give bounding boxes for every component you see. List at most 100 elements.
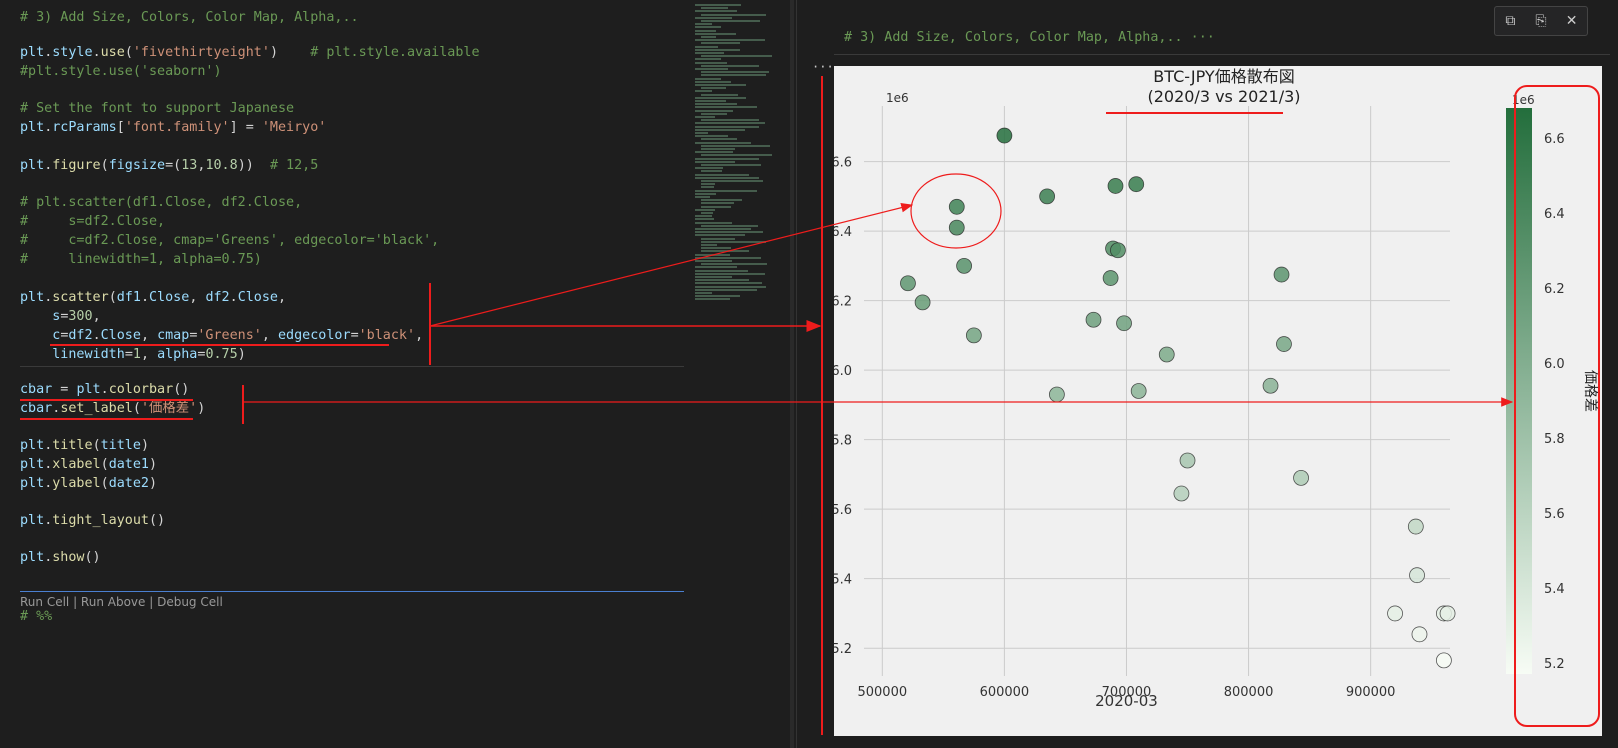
code-line[interactable]: # c=df2.Close, cmap='Greens', edgecolor=… bbox=[20, 232, 439, 250]
code-token: ) bbox=[149, 476, 158, 491]
code-token: = bbox=[52, 382, 77, 397]
minimap-line bbox=[695, 269, 748, 272]
colorbar-tick-label: 5.4 bbox=[1544, 582, 1565, 597]
scrollbar[interactable] bbox=[790, 0, 794, 748]
colorbar-tick-label: 6.0 bbox=[1544, 357, 1565, 372]
code-token: 13 bbox=[181, 158, 198, 173]
code-line[interactable]: plt.xlabel(date1) bbox=[20, 456, 157, 474]
code-line[interactable]: # s=df2.Close, bbox=[20, 213, 165, 231]
code-token: ) bbox=[269, 45, 311, 60]
code-token: ( bbox=[108, 290, 117, 305]
scatter-point bbox=[1411, 626, 1428, 643]
scatter-point bbox=[965, 327, 982, 344]
code-line[interactable]: plt.tight_layout() bbox=[20, 512, 165, 530]
code-token: ylabel bbox=[52, 476, 101, 491]
code-token: )) bbox=[237, 158, 270, 173]
minimap-line bbox=[695, 68, 728, 70]
code-line[interactable]: # linewidth=1, alpha=0.75) bbox=[20, 251, 262, 269]
minimap-line bbox=[695, 23, 712, 26]
code-line[interactable]: #plt.style.use('seaborn') bbox=[20, 63, 222, 81]
code-line[interactable]: plt.scatter(df1.Close, df2.Close, bbox=[20, 289, 286, 307]
code-line[interactable]: # 3) Add Size, Colors, Color Map, Alpha,… bbox=[20, 9, 359, 27]
code-token: ] = bbox=[229, 120, 262, 135]
minimap[interactable] bbox=[690, 0, 780, 748]
code-line[interactable]: cbar.set_label('価格差') bbox=[20, 400, 205, 418]
code-token: . bbox=[52, 401, 61, 416]
minimap-line bbox=[695, 61, 727, 64]
copy-icon[interactable]: ⧉ bbox=[1505, 13, 1516, 29]
minimap-line bbox=[701, 154, 773, 157]
code-token: Close bbox=[237, 290, 278, 305]
minimap-line bbox=[695, 292, 712, 294]
code-line[interactable]: plt.figure(figsize=(13,10.8)) # 12,5 bbox=[20, 157, 318, 175]
code-line[interactable]: plt.ylabel(date2) bbox=[20, 475, 157, 493]
code-line[interactable]: plt.style.use('fivethirtyeight') # plt.s… bbox=[20, 44, 480, 62]
minimap-line bbox=[701, 148, 735, 150]
code-token: df2 bbox=[68, 328, 93, 343]
code-token: . bbox=[44, 550, 53, 565]
scatter-point bbox=[1116, 315, 1132, 332]
codelens-actions[interactable]: Run Cell | Run Above | Debug Cell bbox=[20, 595, 223, 609]
x-axis-label: 2020-03 bbox=[1095, 692, 1158, 710]
code-token: plt bbox=[20, 457, 45, 472]
code-token: # Set the font to support Japanese bbox=[20, 101, 295, 116]
scatter-point bbox=[914, 294, 931, 311]
code-editor[interactable]: # 3) Add Size, Colors, Color Map, Alpha,… bbox=[0, 0, 690, 748]
minimap-line bbox=[701, 112, 728, 115]
minimap-line bbox=[695, 26, 722, 29]
close-icon[interactable]: ✕ bbox=[1565, 13, 1578, 29]
code-token: [ bbox=[116, 120, 125, 135]
minimap-line bbox=[701, 212, 714, 214]
code-token: () bbox=[173, 382, 190, 397]
minimap-line bbox=[701, 144, 771, 147]
code-line[interactable]: s=300, bbox=[20, 308, 100, 326]
code-line[interactable]: plt.show() bbox=[20, 549, 101, 567]
code-line[interactable]: # Set the font to support Japanese bbox=[20, 100, 294, 118]
code-line[interactable]: cbar = plt.colorbar() bbox=[20, 381, 189, 399]
code-line[interactable]: # %% bbox=[20, 608, 52, 626]
minimap-line bbox=[695, 176, 760, 179]
code-token: rcParams bbox=[52, 120, 117, 135]
scatter-point bbox=[1173, 485, 1190, 502]
open-in-editor-icon[interactable]: ⎘ bbox=[1535, 13, 1547, 29]
minimap-line bbox=[701, 119, 759, 122]
minimap-line bbox=[695, 39, 766, 42]
minimap-line bbox=[695, 116, 715, 118]
minimap-line bbox=[695, 77, 722, 80]
code-token: #plt.style.use('seaborn') bbox=[20, 64, 222, 79]
scatter-point bbox=[1409, 567, 1425, 584]
minimap-line bbox=[701, 244, 718, 246]
x-tick-label: 900000 bbox=[1346, 685, 1396, 700]
minimap-line bbox=[695, 132, 709, 134]
code-token: ) bbox=[237, 347, 246, 362]
scatter-point bbox=[948, 198, 965, 215]
minimap-line bbox=[701, 183, 716, 186]
code-token: () bbox=[84, 550, 101, 565]
y-offset-label: 1e6 bbox=[886, 91, 909, 105]
code-line[interactable]: # plt.scatter(df1.Close, df2.Close, bbox=[20, 194, 302, 212]
minimap-line bbox=[701, 7, 728, 10]
minimap-line bbox=[695, 192, 716, 195]
scatter-point bbox=[1435, 652, 1452, 669]
code-token: 10.8 bbox=[205, 158, 238, 173]
code-line[interactable]: c=df2.Close, cmap='Greens', edgecolor='b… bbox=[20, 327, 423, 345]
code-line[interactable]: plt.rcParams['font.family'] = 'Meiryo' bbox=[20, 119, 326, 137]
code-token: figsize bbox=[108, 158, 166, 173]
code-token: linewidth bbox=[52, 347, 125, 362]
code-line[interactable]: plt.title(title) bbox=[20, 437, 149, 455]
minimap-line bbox=[695, 288, 757, 291]
minimap-line bbox=[695, 279, 750, 282]
scatter-point bbox=[1158, 346, 1175, 363]
code-token: c bbox=[52, 328, 61, 343]
colorbar-tick-label: 6.4 bbox=[1544, 207, 1565, 222]
minimap-line bbox=[701, 20, 760, 22]
scatter-point bbox=[1128, 176, 1145, 193]
minimap-line bbox=[695, 109, 734, 112]
scatter-point bbox=[1110, 242, 1126, 259]
minimap-line bbox=[701, 202, 735, 205]
y-tick-label: 5.6 bbox=[834, 503, 852, 518]
code-token: tight_layout bbox=[52, 513, 149, 528]
output-more-icon[interactable]: ··· bbox=[812, 60, 834, 74]
scatter-point bbox=[1387, 605, 1403, 622]
code-line[interactable]: linewidth=1, alpha=0.75) bbox=[20, 346, 246, 364]
